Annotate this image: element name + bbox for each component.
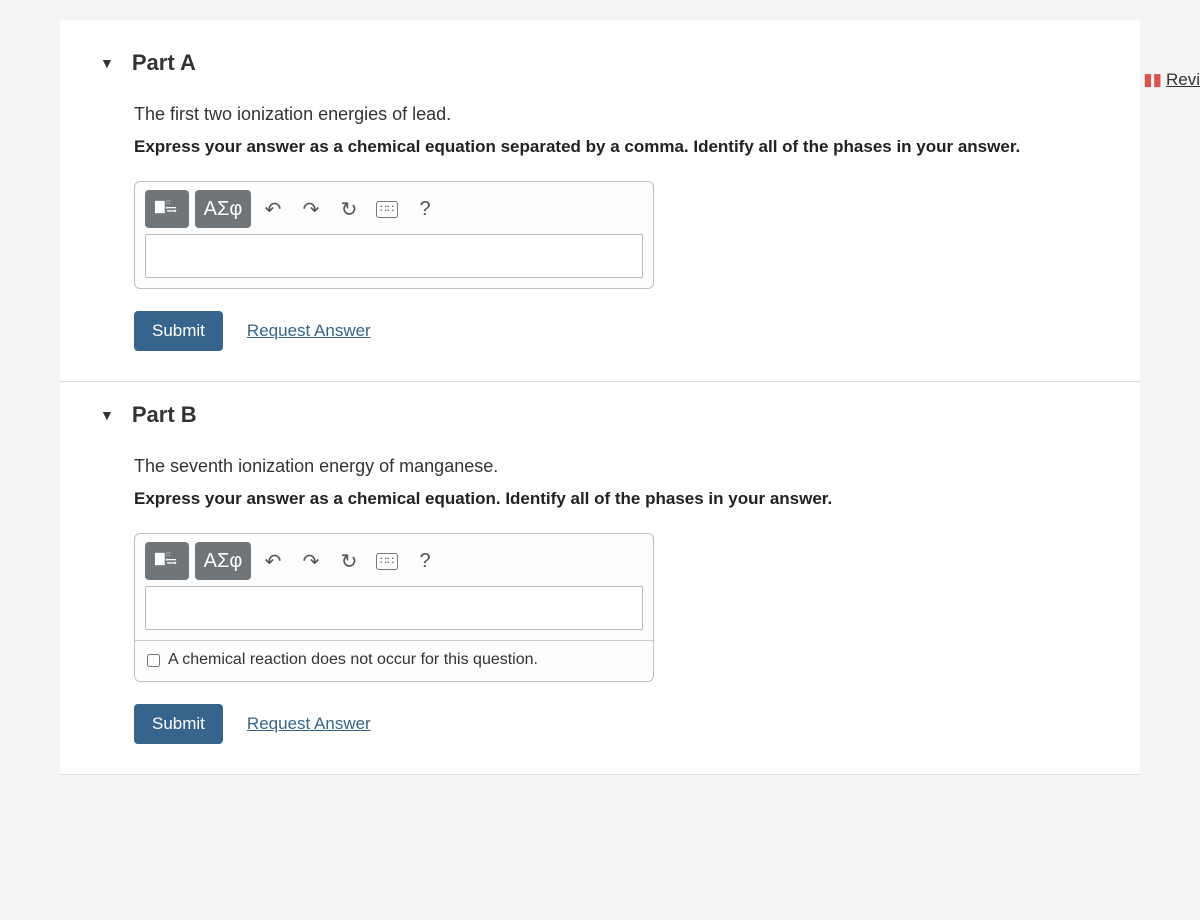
part-a-input-row <box>135 234 653 288</box>
part-b-submit-button[interactable]: Submit <box>134 704 223 744</box>
greek-symbols-label: ΑΣφ <box>204 550 243 573</box>
no-reaction-checkbox[interactable] <box>147 654 160 667</box>
redo-icon: ↷ <box>303 197 320 222</box>
help-icon: ? <box>419 198 430 221</box>
redo-icon: ↷ <box>303 549 320 574</box>
no-reaction-row: A chemical reaction does not occur for t… <box>135 640 653 681</box>
no-reaction-label: A chemical reaction does not occur for t… <box>168 651 538 669</box>
part-b-prompt: The seventh ionization energy of mangane… <box>134 456 1100 477</box>
part-a-instructions: Express your answer as a chemical equati… <box>134 137 1100 157</box>
review-link[interactable]: ▮▮Revi <box>1143 70 1200 90</box>
caret-down-icon: ▼ <box>100 407 114 423</box>
reset-icon: ↻ <box>341 549 358 574</box>
undo-button[interactable]: ↶ <box>257 542 289 580</box>
reset-icon: ↻ <box>341 197 358 222</box>
help-button[interactable]: ? <box>409 542 441 580</box>
reset-button[interactable]: ↻ <box>333 542 365 580</box>
svg-text:□: □ <box>166 551 170 557</box>
part-b-title: Part B <box>132 402 197 428</box>
part-a-toolbar: □ ΑΣφ ↶ ↷ ↻ ∷∷ ? <box>135 182 653 234</box>
page-content: ▼ Part A The first two ionization energi… <box>60 20 1140 775</box>
part-a-title: Part A <box>132 50 196 76</box>
part-b-answer-panel: □ ΑΣφ ↶ ↷ ↻ ∷∷ ? A chemical reaction doe… <box>134 533 654 682</box>
part-b-actions: Submit Request Answer <box>134 704 1100 744</box>
flag-icon: ▮▮ <box>1143 70 1162 89</box>
part-a-prompt: The first two ionization energies of lea… <box>134 104 1100 125</box>
part-a-request-answer-link[interactable]: Request Answer <box>247 321 371 341</box>
keyboard-icon: ∷∷ <box>376 553 398 570</box>
part-a-answer-panel: □ ΑΣφ ↶ ↷ ↻ ∷∷ ? <box>134 181 654 289</box>
keyboard-button[interactable]: ∷∷ <box>371 190 403 228</box>
redo-button[interactable]: ↷ <box>295 542 327 580</box>
greek-symbols-button[interactable]: ΑΣφ <box>195 190 251 228</box>
part-a-submit-button[interactable]: Submit <box>134 311 223 351</box>
part-b-answer-input[interactable] <box>145 586 643 630</box>
template-button[interactable]: □ <box>145 190 189 228</box>
template-button[interactable]: □ <box>145 542 189 580</box>
part-b-instructions: Express your answer as a chemical equati… <box>134 489 1100 509</box>
reset-button[interactable]: ↻ <box>333 190 365 228</box>
part-b-request-answer-link[interactable]: Request Answer <box>247 714 371 734</box>
part-b: ▼ Part B The seventh ionization energy o… <box>60 382 1140 775</box>
undo-icon: ↶ <box>265 197 282 222</box>
template-icon: □ <box>154 196 180 223</box>
part-b-input-row <box>135 586 653 640</box>
part-b-toolbar: □ ΑΣφ ↶ ↷ ↻ ∷∷ ? <box>135 534 653 586</box>
part-a: ▼ Part A The first two ionization energi… <box>60 30 1140 382</box>
part-a-actions: Submit Request Answer <box>134 311 1100 351</box>
part-a-header[interactable]: ▼ Part A <box>100 50 1100 76</box>
template-icon: □ <box>154 548 180 575</box>
part-b-header[interactable]: ▼ Part B <box>100 402 1100 428</box>
caret-down-icon: ▼ <box>100 55 114 71</box>
keyboard-icon: ∷∷ <box>376 201 398 218</box>
part-a-answer-input[interactable] <box>145 234 643 278</box>
undo-icon: ↶ <box>265 549 282 574</box>
redo-button[interactable]: ↷ <box>295 190 327 228</box>
help-button[interactable]: ? <box>409 190 441 228</box>
keyboard-button[interactable]: ∷∷ <box>371 542 403 580</box>
undo-button[interactable]: ↶ <box>257 190 289 228</box>
help-icon: ? <box>419 550 430 573</box>
svg-text:□: □ <box>166 199 170 205</box>
greek-symbols-label: ΑΣφ <box>204 198 243 221</box>
review-label: Revi <box>1166 70 1200 89</box>
greek-symbols-button[interactable]: ΑΣφ <box>195 542 251 580</box>
